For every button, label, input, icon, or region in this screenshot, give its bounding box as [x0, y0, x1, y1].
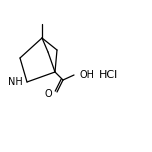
Text: HCl: HCl	[98, 70, 118, 80]
Text: NH: NH	[8, 77, 23, 87]
Text: O: O	[44, 89, 52, 99]
Text: OH: OH	[80, 70, 95, 80]
